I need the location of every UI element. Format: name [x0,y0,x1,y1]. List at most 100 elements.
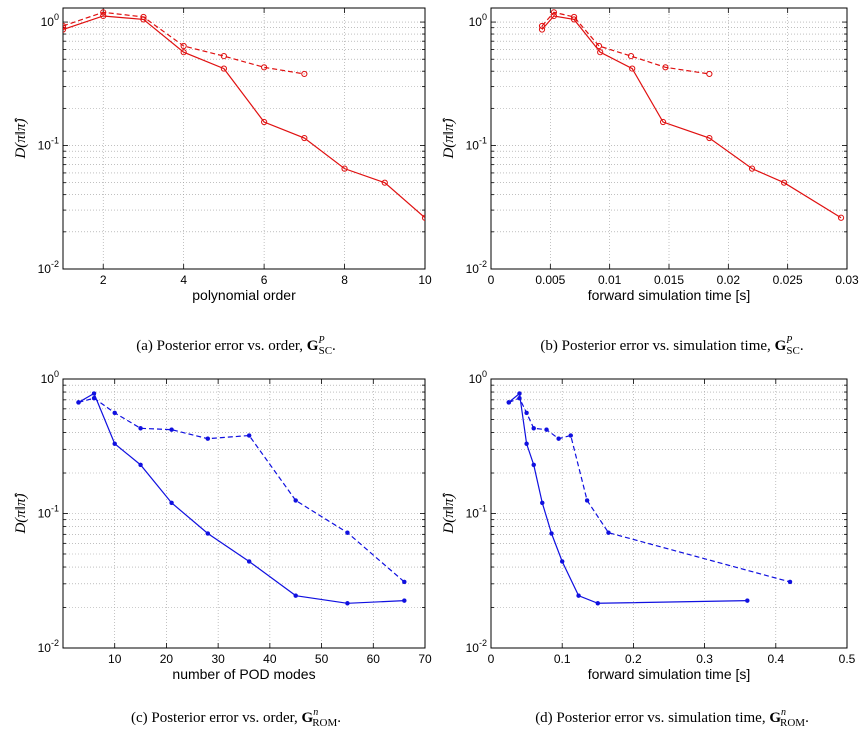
data-point [293,498,298,503]
data-point [787,579,793,585]
x-tick-label: 40 [263,652,277,666]
grid [491,8,847,269]
data-point [517,391,522,396]
data-point [220,53,227,60]
y-axis-label: D(π‖π̂) [13,492,29,534]
data-point [301,134,308,142]
data-point [220,65,227,72]
data-point [345,601,350,606]
series-line-solid [78,392,405,604]
data-point [595,601,601,606]
grid [491,379,847,648]
x-tick-label: 0 [488,652,495,666]
y-tick-label: 10-2 [466,638,487,655]
y-tick-label: 10-2 [38,638,59,655]
data-point [421,214,425,221]
x-tick-label: 0.5 [839,652,856,666]
data-point [540,500,545,506]
y-tick-label: 10-2 [38,259,59,276]
y-tick-label: 10-1 [38,504,59,521]
data-point [629,65,636,72]
data-point [559,559,565,564]
chart-a: 2 4 6 8 10 10-2 10-1 100 polynomial order D(π‖π̂)… [13,7,432,357]
data-point [169,500,174,506]
data-point [138,426,143,431]
data-point [205,436,211,441]
data-point [781,179,788,186]
data-point [706,70,713,78]
x-tick-label: 30 [211,652,225,666]
data-point [524,410,529,416]
data-point [63,22,67,30]
data-point [91,391,97,396]
series-line-solid [508,392,748,604]
y-tick-label: 100 [469,369,487,386]
data-point [205,531,211,536]
data-point [531,462,536,468]
series-line-solid [541,15,842,219]
data-point [261,64,268,71]
series-line-dashed [541,11,710,75]
y-tick-label: 100 [41,369,59,386]
x-tick-label: 4 [180,273,187,287]
x-tick-label: 0.3 [696,652,713,666]
x-tick-label: 6 [261,273,268,287]
data-point [550,9,557,16]
x-tick-label: 0.015 [654,273,684,287]
y-tick-label: 10-1 [466,504,487,521]
data-point [837,214,845,221]
x-tick-label: 10 [108,652,122,666]
data-point [745,598,750,603]
y-tick-label: 100 [469,12,487,29]
axes-box [62,7,426,270]
data-point [584,498,590,503]
data-point [659,118,667,126]
data-point [138,462,143,468]
grid [63,8,425,269]
data-point [100,9,107,16]
x-tick-label: 70 [418,652,432,666]
data-point [627,53,635,60]
series-line-solid [63,15,425,219]
x-tick-label: 0.02 [717,273,741,287]
data-point [597,49,604,56]
data-point [63,26,67,33]
data-point [91,395,97,401]
x-tick-label: 0.03 [835,273,859,287]
data-point [544,427,549,432]
y-tick-label: 100 [41,12,59,29]
y-axis-label: D(π‖π̂) [441,117,457,159]
data-point [595,42,603,50]
data-point [261,118,268,126]
x-tick-label: 2 [100,273,107,287]
plot-area [63,9,425,221]
data-point [402,598,407,603]
data-point [76,400,81,405]
data-point [606,530,611,535]
y-tick-label: 10-2 [466,259,487,276]
data-point [180,49,187,56]
x-tick-label: 0.025 [773,273,803,287]
plot-area [538,9,845,221]
data-point [402,579,407,585]
x-tick-label: 0.1 [554,652,571,666]
grid [63,379,425,648]
data-point [100,12,107,20]
chart-c: 10 20 30 40 50 60 70 10-2 10-1 100 number of POD m… [13,369,432,729]
data-point [538,22,546,30]
data-point [556,436,561,441]
data-point [301,70,308,78]
data-point [112,441,117,447]
data-point [180,42,187,50]
y-tick-label: 10-1 [38,136,59,153]
y-axis-label: D(π‖π̂) [13,117,29,159]
data-point [293,593,298,598]
x-tick-label: 0.01 [598,273,622,287]
y-tick-label: 10-1 [466,136,487,153]
plot-area [506,391,793,606]
x-tick-label: 0.4 [767,652,784,666]
data-point [345,530,350,535]
data-point [576,593,581,598]
data-point [550,12,557,20]
